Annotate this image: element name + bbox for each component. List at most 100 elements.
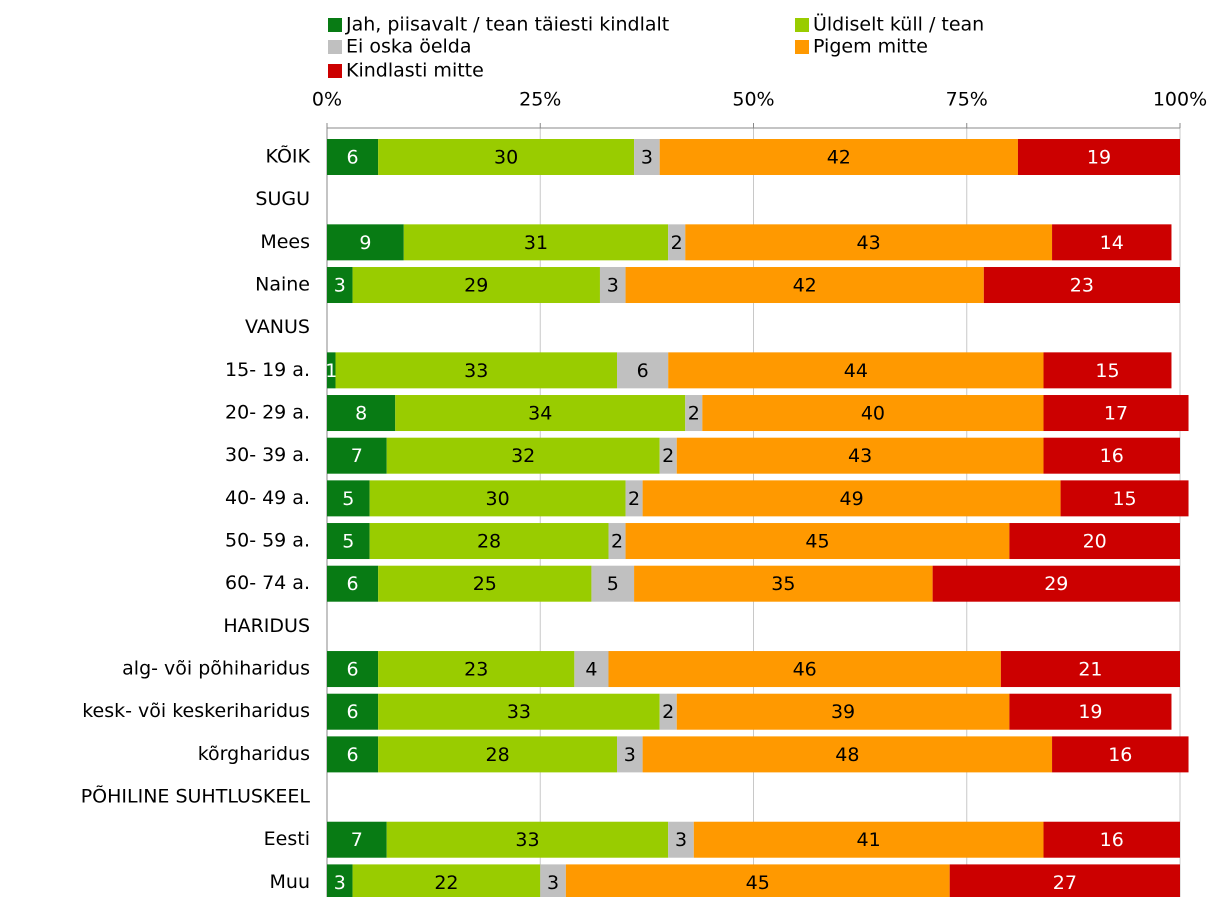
bar-segment: [1043, 437, 1180, 474]
data-label: 33: [515, 829, 539, 851]
data-label: 6: [347, 701, 359, 723]
data-label: 16: [1100, 445, 1124, 467]
bar-segment: [369, 480, 626, 517]
data-label: 2: [611, 531, 623, 553]
y-tick-label: 60- 74 a.: [225, 572, 310, 594]
bar-segment: [327, 864, 353, 897]
y-tick-label: 30- 39 a.: [225, 444, 310, 466]
data-label: 43: [848, 445, 872, 467]
bar-segment: [642, 736, 1053, 773]
bar-segment: [642, 480, 1061, 517]
bar-segment: [608, 651, 1001, 688]
data-label: 46: [793, 659, 817, 681]
data-label: 22: [434, 872, 458, 894]
bar-segment: [327, 352, 336, 389]
data-label: 35: [771, 573, 795, 595]
y-tick-label: kõrgharidus: [198, 743, 310, 765]
data-label: 3: [607, 275, 619, 297]
bar-segment: [327, 736, 379, 773]
bar-segment: [1017, 139, 1180, 175]
y-tick-label: KÕIK: [266, 145, 311, 168]
data-label: 17: [1104, 403, 1128, 425]
y-tick-label: VANUS: [245, 316, 310, 338]
bar-segment: [386, 821, 669, 858]
bar-segment: [932, 565, 1180, 602]
y-tick-label: alg- või põhiharidus: [122, 658, 310, 680]
legend-label: Ei oska öelda: [346, 36, 472, 58]
data-label: 21: [1078, 659, 1102, 681]
data-label: 2: [662, 445, 674, 467]
legend-swatch: [795, 18, 809, 32]
data-label: 44: [844, 360, 868, 382]
data-label: 2: [688, 403, 700, 425]
bar-segment: [659, 437, 677, 474]
data-label: 39: [831, 701, 855, 723]
bar-segment: [668, 224, 686, 261]
data-label: 6: [347, 573, 359, 595]
data-label: 2: [628, 488, 640, 510]
data-label: 4: [585, 659, 597, 681]
bar-segment: [378, 693, 660, 730]
data-label: 7: [351, 829, 363, 851]
y-tick-label: SUGU: [255, 188, 310, 210]
data-label: 3: [675, 829, 687, 851]
legend-swatch: [328, 40, 342, 54]
bar-segment: [327, 480, 370, 517]
data-label: 3: [624, 744, 636, 766]
data-label: 2: [671, 232, 683, 254]
data-label: 30: [486, 488, 510, 510]
data-label: 29: [464, 275, 488, 297]
y-tick-label: 40- 49 a.: [225, 487, 310, 509]
bar-segment: [685, 395, 703, 432]
data-label: 5: [342, 488, 354, 510]
bar-segment: [327, 565, 379, 602]
bar-segment: [378, 565, 592, 602]
bar-segment: [378, 139, 635, 175]
data-label: 8: [355, 403, 367, 425]
data-label: 6: [347, 147, 359, 169]
legend-swatch: [795, 40, 809, 54]
bar-segment: [327, 224, 404, 261]
bar-segment: [403, 224, 669, 261]
bar-segment: [676, 693, 1010, 730]
data-label: 43: [857, 232, 881, 254]
bar-segment: [565, 864, 950, 897]
data-label: 34: [528, 403, 552, 425]
data-label: 15: [1095, 360, 1119, 382]
y-tick-label: Mees: [260, 231, 310, 253]
bar-segment: [608, 523, 626, 560]
bar-segment: [625, 480, 643, 517]
x-tick-label: 100%: [1153, 89, 1207, 111]
bar-segment: [949, 864, 1180, 897]
bar-segment: [327, 693, 379, 730]
bar-segment: [676, 437, 1044, 474]
legend-label: Pigem mitte: [813, 36, 928, 58]
y-tick-label: 50- 59 a.: [225, 530, 310, 552]
data-label: 3: [547, 872, 559, 894]
bar-segment: [1009, 693, 1172, 730]
data-label: 41: [857, 829, 881, 851]
bar-segment: [335, 352, 618, 389]
data-label: 45: [805, 531, 829, 553]
data-label: 3: [334, 872, 346, 894]
bar-segment: [1009, 523, 1180, 560]
data-label: 2: [662, 701, 674, 723]
bar-segment: [617, 736, 643, 773]
bar-segment: [659, 139, 1018, 175]
bar-segment: [327, 395, 396, 432]
bar-segment: [983, 267, 1180, 304]
data-label: 3: [334, 275, 346, 297]
bar-segment: [1043, 352, 1172, 389]
bar-segment: [634, 565, 933, 602]
data-label: 6: [347, 659, 359, 681]
bar-segment: [327, 651, 379, 688]
data-label: 25: [473, 573, 497, 595]
data-label: 33: [507, 701, 531, 723]
bar-segment: [668, 821, 694, 858]
data-label: 40: [861, 403, 885, 425]
legend-label: Üldiselt küll / tean: [813, 13, 984, 36]
data-label: 6: [347, 744, 359, 766]
bar-segment: [327, 437, 387, 474]
x-tick-label: 50%: [732, 89, 774, 111]
